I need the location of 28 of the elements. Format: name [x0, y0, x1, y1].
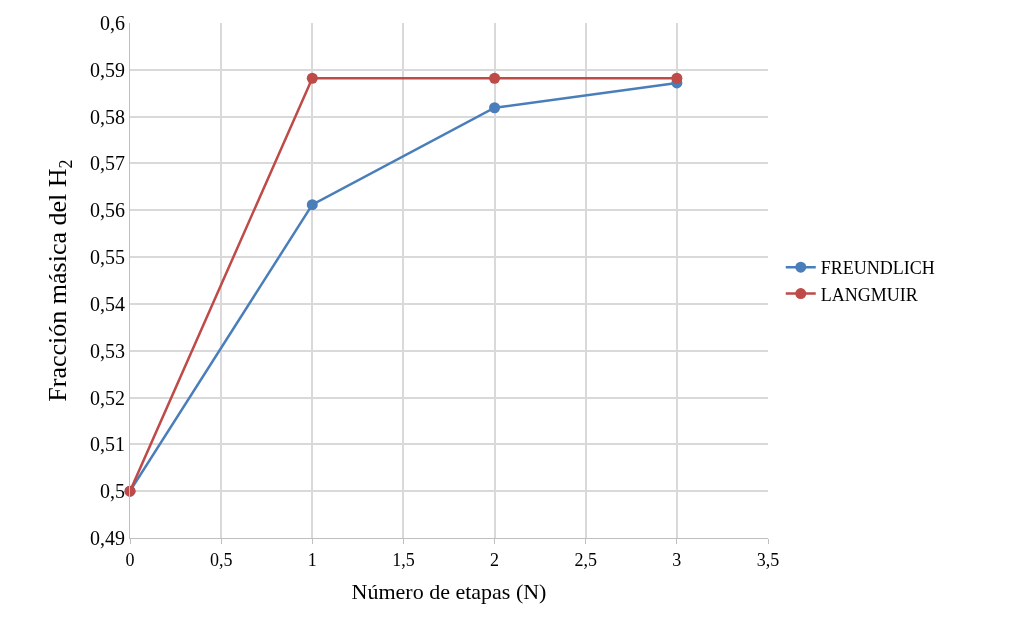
x-tick-label: 0 [125, 549, 135, 570]
y-tick-label: 0,51 [90, 433, 125, 456]
point [306, 72, 318, 84]
x-tick-label: 3,5 [756, 549, 780, 570]
y-tick-label: 0,49 [90, 527, 125, 549]
legend-label: LANGMUIR [820, 284, 918, 305]
point [489, 72, 501, 84]
y-tick-label: 0,58 [90, 105, 125, 128]
x-tick-label: 3 [672, 549, 682, 570]
y-tick-label: 0,56 [90, 199, 125, 222]
point [489, 102, 501, 114]
y-tick-label: 0,57 [90, 152, 125, 175]
y-tick-label: 0,6 [100, 12, 125, 34]
x-tick-label: 2 [490, 549, 500, 570]
y-tick-label: 0,53 [90, 339, 125, 362]
y-tick-label: 0,59 [90, 58, 125, 81]
y-tick-label: 0,54 [90, 292, 125, 315]
y-tick-label: 0,5 [100, 480, 125, 503]
x-axis-title: Número de etapas (N) [351, 579, 547, 605]
point [306, 199, 318, 211]
x-tick-label: 0,5 [209, 549, 233, 570]
x-tick-label: 2,5 [574, 549, 597, 570]
y-tick-label: 0,52 [90, 386, 125, 409]
legend-label: FREUNDLICH [820, 258, 935, 279]
x-tick-label: 1 [307, 549, 317, 570]
point [671, 72, 683, 84]
x-tick-label: 1,5 [392, 549, 415, 570]
y-tick-label: 0,55 [90, 246, 125, 269]
